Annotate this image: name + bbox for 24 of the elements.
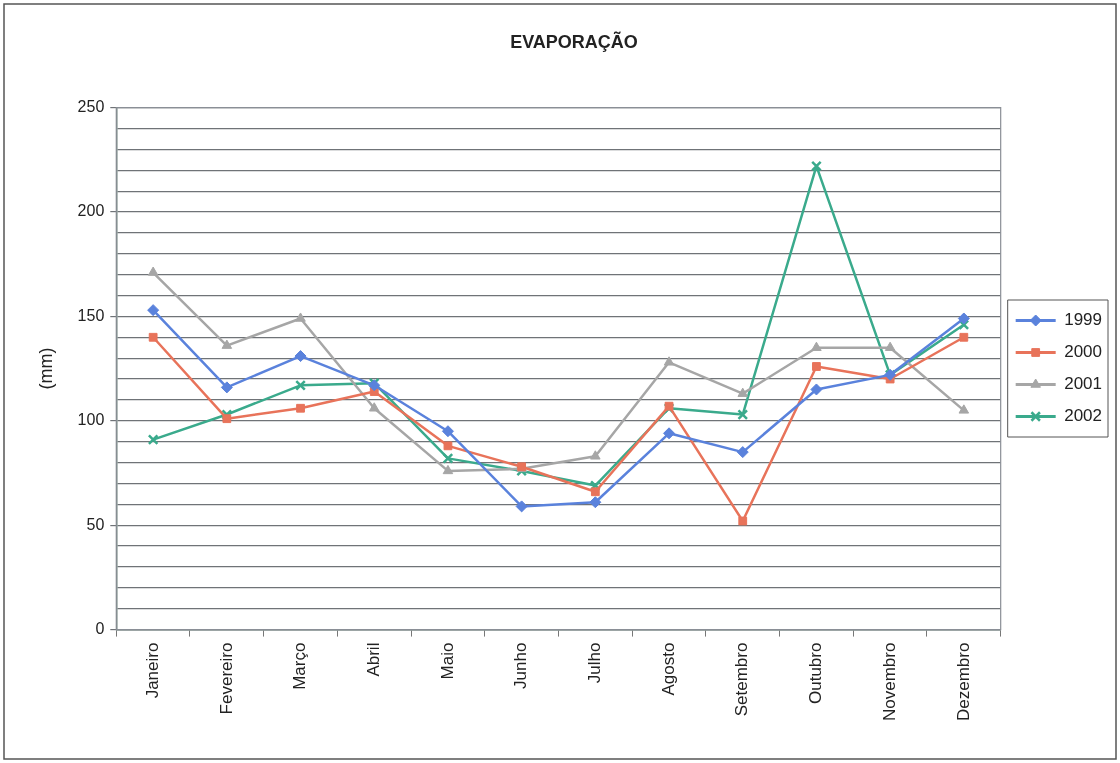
x-tick-label: Março <box>290 642 310 690</box>
y-tick-label: 200 <box>77 202 105 220</box>
legend-label: 1999 <box>1064 310 1103 330</box>
legend-label: 2002 <box>1064 406 1103 426</box>
y-axis-title: (mm) <box>35 347 56 390</box>
x-tick-label: Agosto <box>658 642 678 696</box>
y-tick-label: 150 <box>77 306 105 324</box>
x-tick-label: Julho <box>585 642 605 684</box>
y-tick-label: 50 <box>86 515 105 533</box>
x-tick-label: Outubro <box>806 642 826 705</box>
x-tick-label: Setembro <box>732 642 752 717</box>
legend-label: 2001 <box>1064 374 1103 394</box>
x-tick-label: Novembro <box>879 642 899 721</box>
x-tick-label: Janeiro <box>142 642 162 699</box>
y-tick-label: 250 <box>77 98 105 116</box>
legend-label: 2000 <box>1064 342 1103 362</box>
x-tick-label: Dezembro <box>953 642 973 721</box>
y-tick-label: 100 <box>77 411 105 429</box>
x-tick-label: Maio <box>437 642 457 680</box>
y-tick-label: 0 <box>95 619 105 637</box>
x-tick-label: Abril <box>363 642 383 677</box>
x-tick-label: Fevereiro <box>216 642 236 715</box>
x-tick-label: Junho <box>511 642 531 689</box>
chart-title: EVAPORAÇÃO <box>510 30 638 52</box>
